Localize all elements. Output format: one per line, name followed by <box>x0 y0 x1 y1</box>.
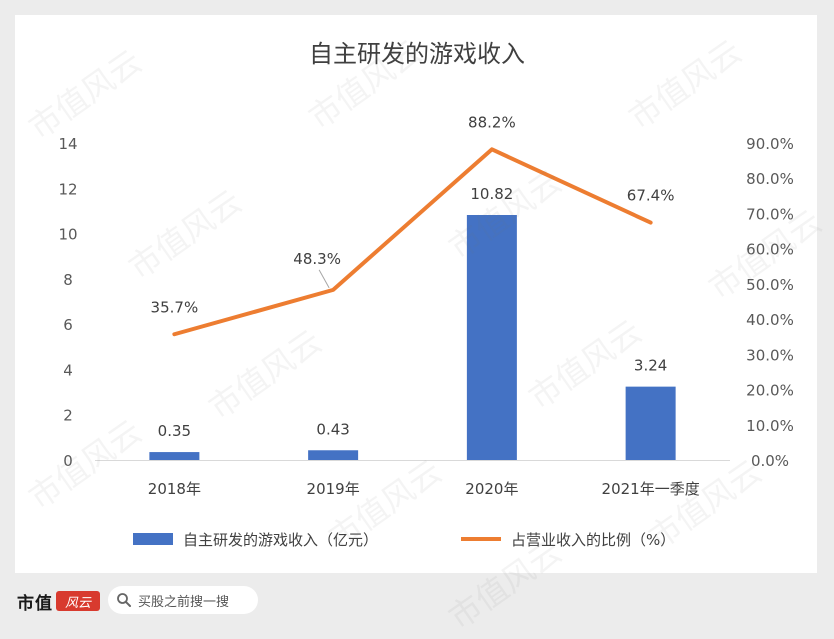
legend-label-bar: 自主研发的游戏收入（亿元） <box>183 531 378 549</box>
y-right-tick-label: 10.0% <box>746 417 794 435</box>
y-left-tick-label: 6 <box>63 316 73 334</box>
bar-value-label: 10.82 <box>470 185 513 203</box>
y-right-tick-label: 20.0% <box>746 382 794 400</box>
line-value-label: 88.2% <box>468 113 516 131</box>
brand-logo[interactable]: 市值 风云 <box>17 590 100 614</box>
line-value-label: 67.4% <box>627 187 675 205</box>
y-right-tick-label: 50.0% <box>746 276 794 294</box>
bar-value-label: 3.24 <box>634 357 667 375</box>
y-left-tick-label: 10 <box>58 226 77 244</box>
label-leader-line <box>318 269 330 289</box>
line-value-label: 48.3% <box>293 250 341 268</box>
combo-chart: 自主研发的游戏收入 0 2 4 6 8 10 12 14 0.0% 10.0% 20.0% 30.0% 4… <box>58 40 794 549</box>
search-box[interactable]: 买股之前搜一搜 <box>108 586 258 614</box>
y-right-tick-label: 0.0% <box>751 452 789 470</box>
y-left-tick-label: 14 <box>58 135 77 153</box>
y-right-tick-label: 30.0% <box>746 346 794 364</box>
footer-bar: 市值 风云 买股之前搜一搜 <box>0 573 834 627</box>
bar-value-label: 0.35 <box>158 422 191 440</box>
y-left-tick-label: 2 <box>63 407 73 425</box>
line-value-label: 35.7% <box>151 298 199 316</box>
y-left-tick-label: 4 <box>63 361 73 379</box>
bar <box>308 450 359 460</box>
bar <box>625 386 676 460</box>
search-placeholder: 买股之前搜一搜 <box>138 594 230 610</box>
search-icon <box>117 593 131 607</box>
y-left-tick-label: 12 <box>58 180 77 198</box>
legend-swatch-bar <box>133 533 173 545</box>
y-right-tick-label: 90.0% <box>746 135 794 153</box>
bar <box>149 452 200 460</box>
x-tick-label: 2018年 <box>148 480 201 498</box>
y-right-tick-label: 40.0% <box>746 311 794 329</box>
bar <box>466 215 517 460</box>
legend-label-line: 占营业收入的比例（%） <box>511 531 675 549</box>
x-tick-label: 2019年 <box>307 480 360 498</box>
y-right-tick-label: 70.0% <box>746 205 794 223</box>
brand-mark: 风云 <box>56 591 100 611</box>
ratio-line <box>172 147 653 337</box>
bar-value-label: 0.43 <box>316 420 349 438</box>
chart-card <box>15 15 817 573</box>
brand-name: 市值 <box>17 593 53 614</box>
y-left-tick-label: 8 <box>63 271 73 289</box>
chart-title: 自主研发的游戏收入 <box>309 40 525 68</box>
x-tick-label: 2021年一季度 <box>602 480 700 498</box>
x-tick-label: 2020年 <box>465 480 518 498</box>
y-right-tick-label: 80.0% <box>746 170 794 188</box>
y-left-tick-label: 0 <box>63 452 73 470</box>
y-right-tick-label: 60.0% <box>746 241 794 259</box>
